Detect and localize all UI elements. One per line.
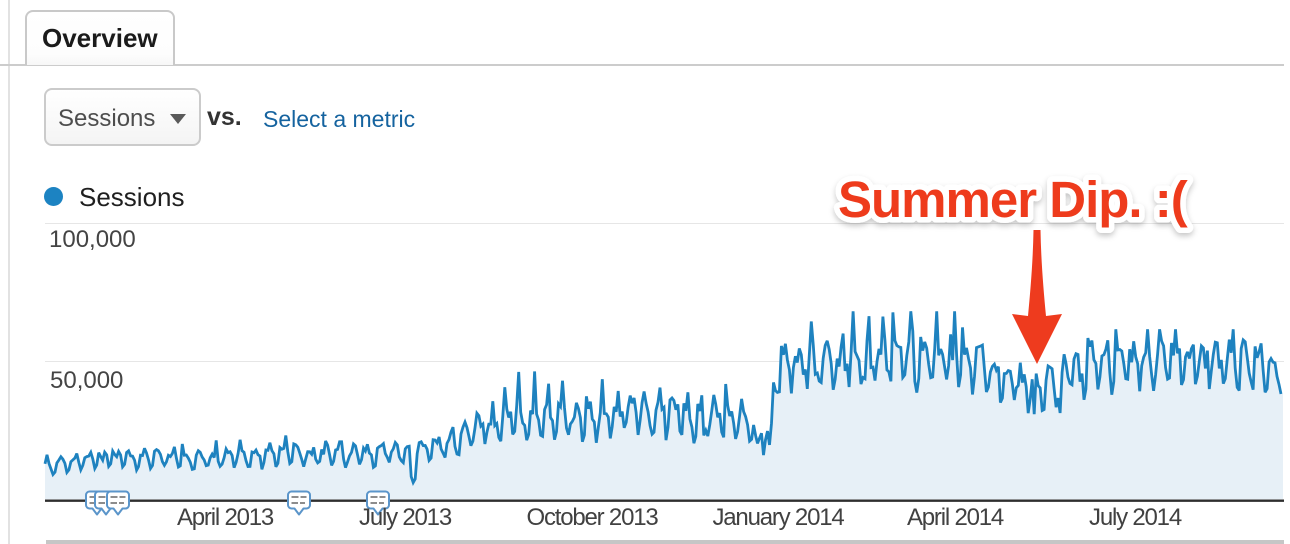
svg-text:Summer Dip. :(: Summer Dip. :( [838,171,1188,228]
